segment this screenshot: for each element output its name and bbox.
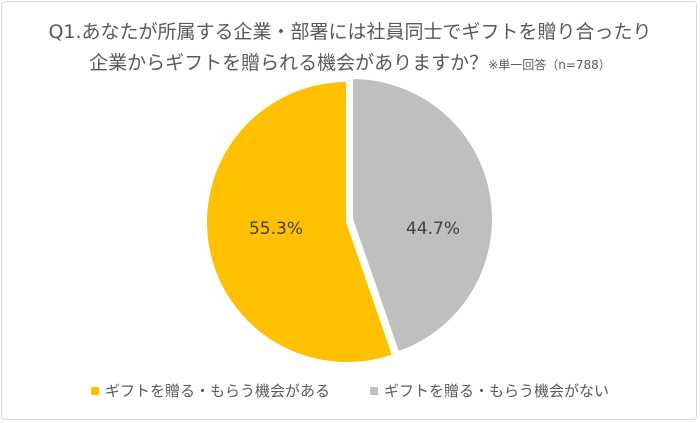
legend-item-no-opportunity: ギフトを贈る・もらう機会がない: [370, 380, 609, 401]
legend-item-has-opportunity: ギフトを贈る・もらう機会がある: [90, 380, 330, 401]
data-label-no-opportunity: 44.7%: [406, 219, 460, 239]
data-label-has-opportunity: 55.3%: [249, 219, 303, 239]
pie-slice-no-opportunity: [351, 76, 494, 354]
chart-title-line1: Q1.あなたが所属する企業・部署には社員同士でギフトを贈り合ったり: [48, 21, 652, 43]
legend-label: ギフトを贈る・もらう機会がある: [104, 382, 330, 400]
legend: ギフトを贈る・もらう機会がある ギフトを贈る・もらう機会がない: [0, 380, 700, 401]
pie-slice-has-opportunity: [205, 79, 395, 364]
legend-label: ギフトを贈る・もらう機会がない: [384, 382, 610, 400]
legend-swatch: [90, 386, 99, 395]
legend-swatch: [370, 386, 378, 395]
title-line2-text: 企業からギフトを贈られる機会がありますか？: [89, 52, 489, 74]
sample-note: ※単一回答（n=788）: [488, 58, 611, 72]
chart-title-line2: 企業からギフトを贈られる機会がありますか？※単一回答（n=788）: [0, 48, 700, 75]
